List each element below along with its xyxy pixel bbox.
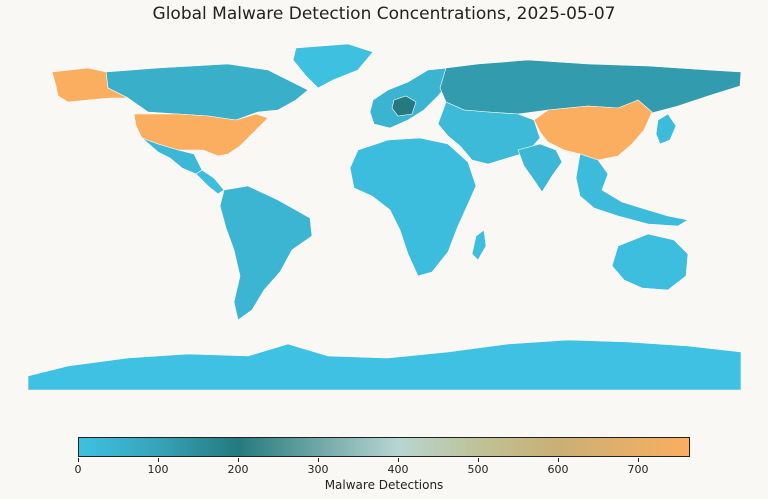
region-australia [611,233,689,291]
colorbar-gradient [78,437,690,457]
region-southeast-asia [575,153,689,227]
region-greenland [292,43,374,89]
region-germany [391,95,417,117]
region-africa [349,137,477,277]
region-india [517,143,563,193]
region-south-america [219,185,313,321]
colorbar-tick [78,458,79,462]
world-choropleth-map [28,43,741,390]
region-central-america [195,169,225,195]
colorbar-tick [478,458,479,462]
region-canada [105,63,309,121]
colorbar-tick [238,458,239,462]
colorbar-tick-label: 700 [627,463,649,476]
region-madagascar [471,229,487,261]
colorbar-tick [558,458,559,462]
colorbar-tick [318,458,319,462]
colorbar-tick-label: 400 [387,463,409,476]
colorbar-tick-label: 100 [147,463,169,476]
colorbar-tick [158,458,159,462]
region-japan [655,113,677,145]
region-china [533,99,653,161]
colorbar-tick [638,458,639,462]
colorbar-tick-label: 600 [547,463,569,476]
region-middle-east [437,101,541,165]
colorbar-title: Malware Detections [324,478,444,492]
colorbar-tick-label: 500 [467,463,489,476]
colorbar-tick-label: 200 [227,463,249,476]
region-alaska [51,67,129,103]
colorbar-tick [398,458,399,462]
region-antarctica [28,339,741,390]
region-united-states [133,113,269,157]
map-title: Global Malware Detection Concentrations,… [152,4,616,24]
colorbar-tick-label: 300 [307,463,329,476]
colorbar-tick-label: 0 [74,463,82,476]
